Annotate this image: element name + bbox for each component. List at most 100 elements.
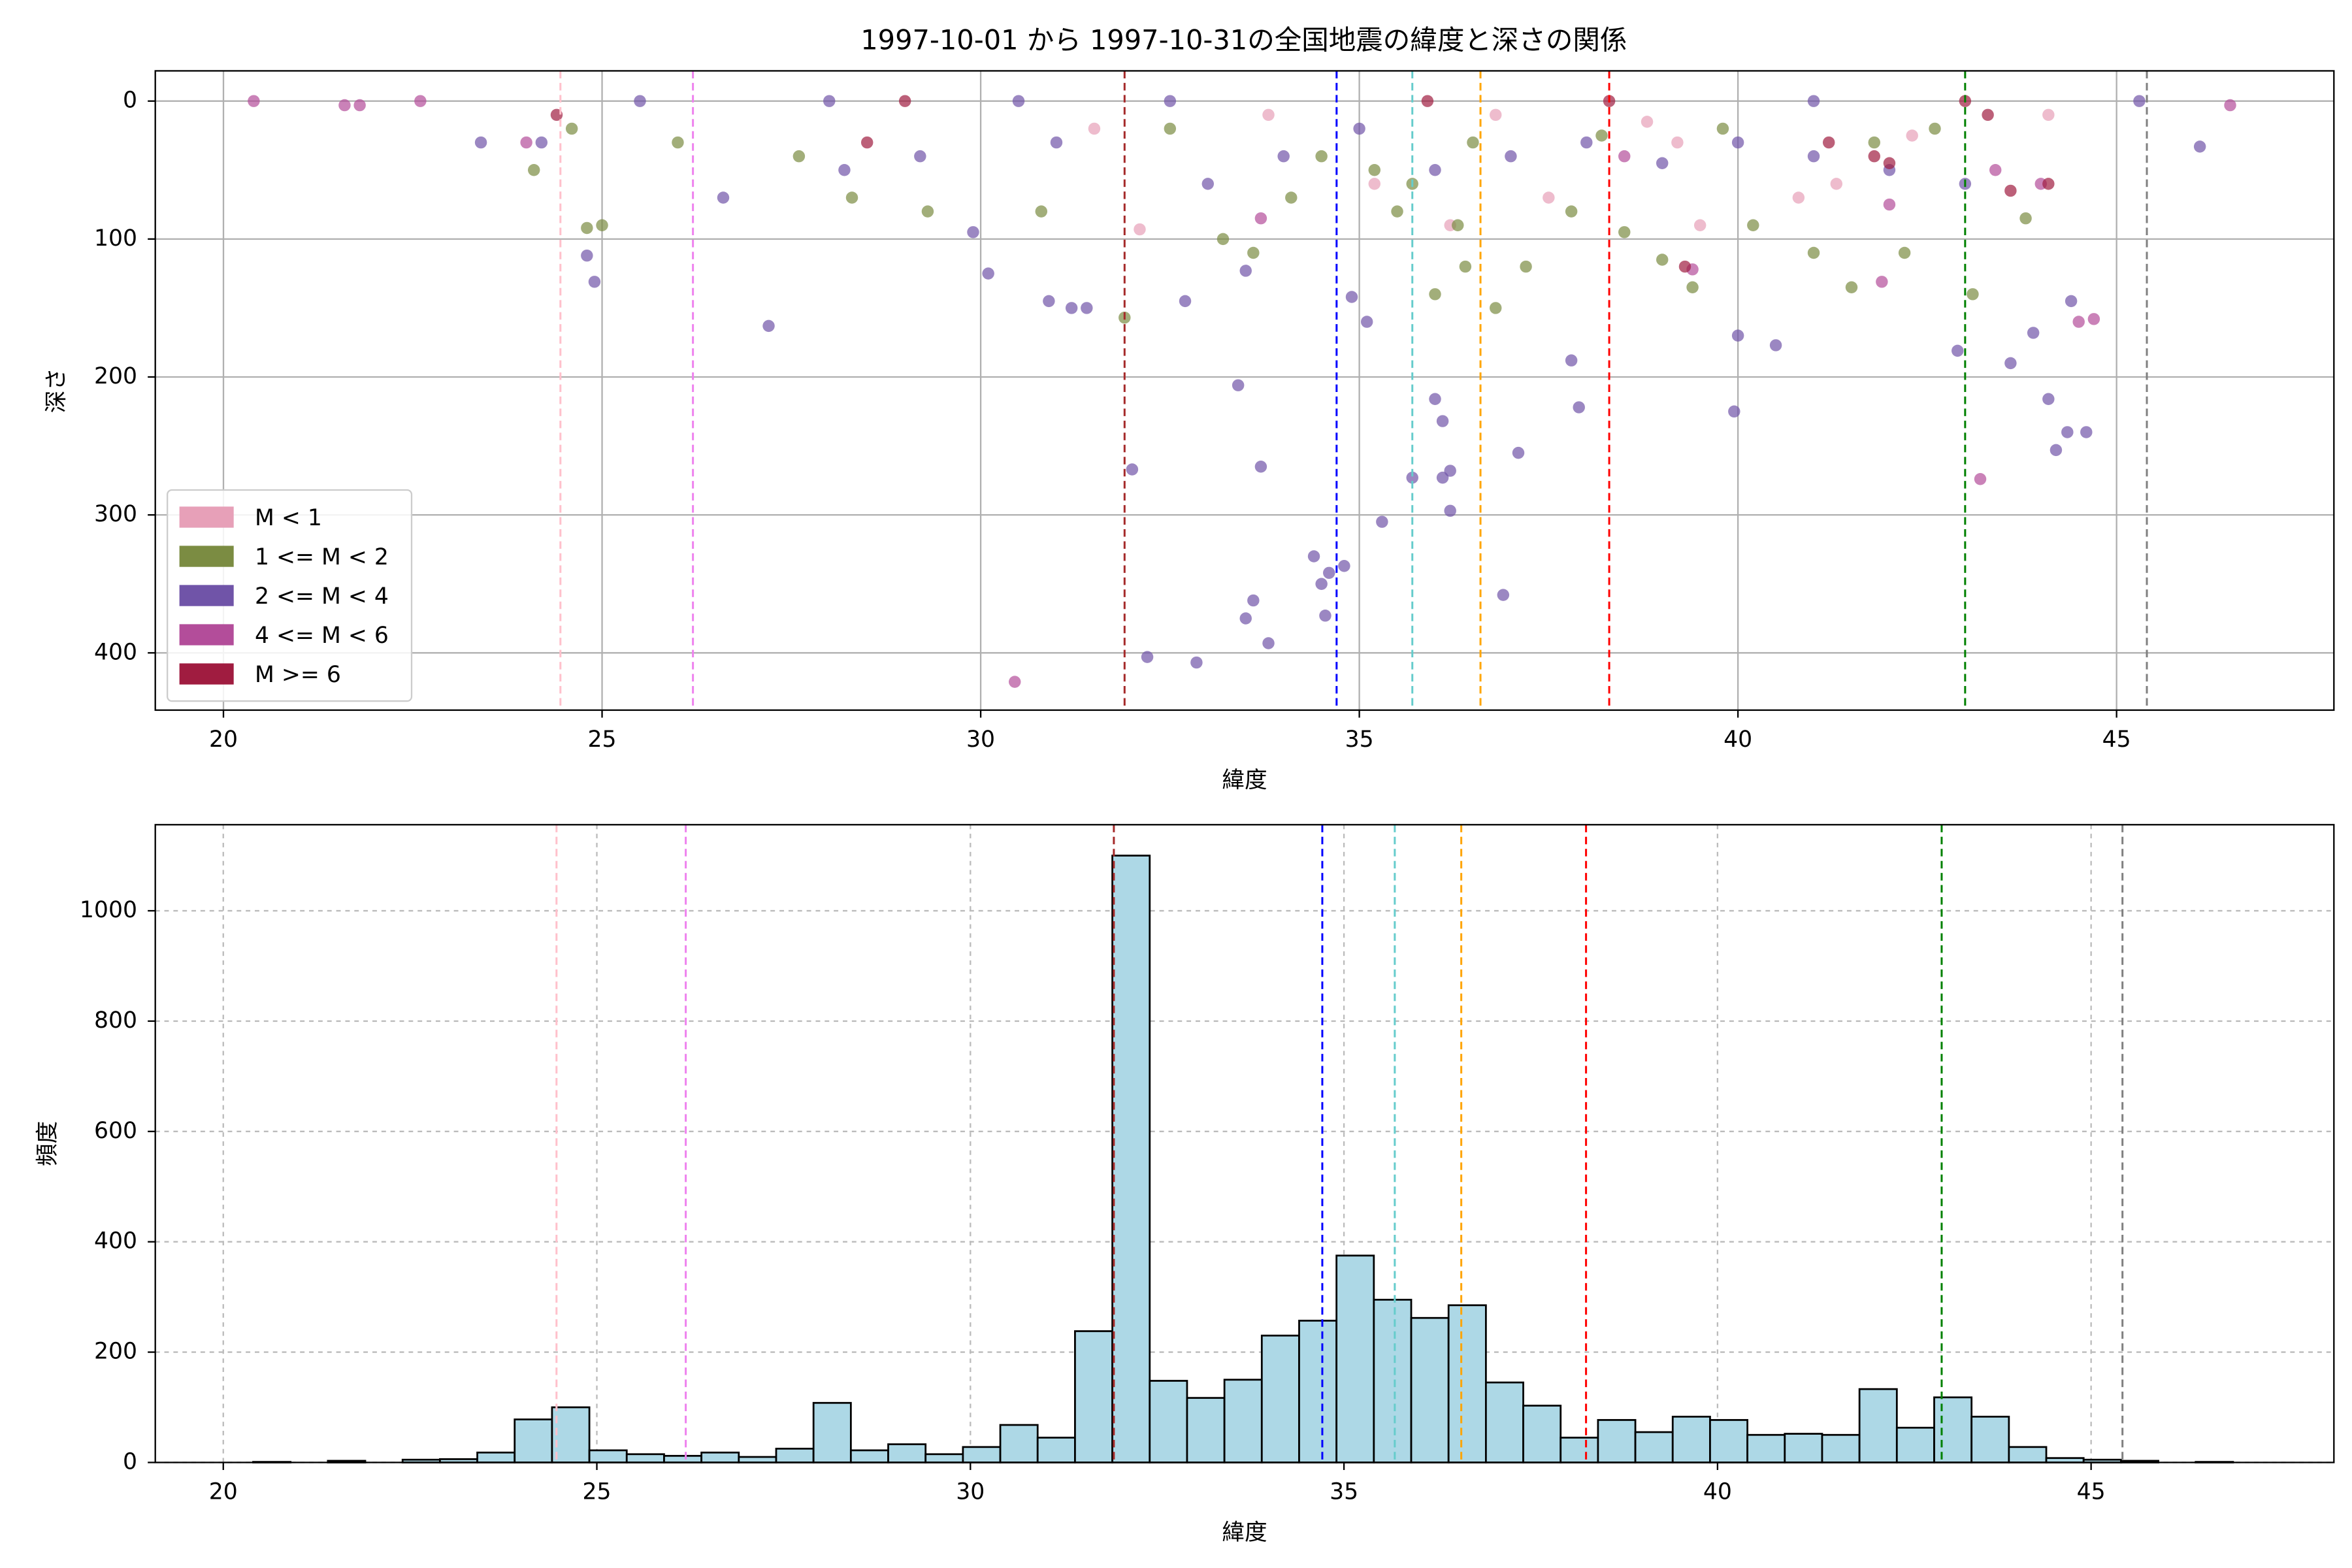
scatter-point (982, 267, 994, 280)
scatter-point (1429, 288, 1441, 301)
scatter-point (1618, 226, 1631, 238)
legend-swatch (179, 663, 234, 685)
scatter-point (248, 95, 260, 107)
histogram-bar (1970, 1415, 2010, 1463)
scatter-point (1065, 302, 1078, 314)
x-tick-label: 25 (583, 1479, 612, 1505)
scatter-point (565, 122, 578, 135)
scatter-point (1164, 95, 1177, 107)
y-tick-label: 300 (94, 501, 137, 527)
scatter-point (1807, 150, 1820, 163)
scatter-point (1190, 656, 1203, 669)
scatter-point (1217, 233, 1230, 246)
y-tick-label: 100 (94, 225, 137, 252)
scatter-point (1262, 108, 1275, 122)
x-tick-label: 30 (956, 1479, 985, 1505)
scatter-point (1974, 473, 1987, 485)
scatter-point (967, 226, 979, 238)
histogram-bar (1522, 1405, 1562, 1463)
y-tick-label: 200 (94, 363, 137, 389)
scatter-point (1883, 198, 1896, 211)
scatter-point (838, 164, 851, 176)
scatter-point (1307, 550, 1320, 563)
scatter-point (1678, 260, 1691, 273)
histogram-bar (1821, 1433, 1861, 1463)
scatter-point (1239, 265, 1252, 277)
scatter-point (2087, 313, 2100, 325)
scatter-point (1315, 578, 1328, 590)
scatter-point (1822, 136, 1835, 149)
scatter-point (1565, 205, 1578, 218)
histogram-bar (476, 1451, 516, 1463)
scatter-point (2061, 426, 2074, 438)
histogram-bar (700, 1451, 740, 1463)
y-axis-label: 深さ (44, 368, 70, 413)
histogram-bar (849, 1449, 889, 1463)
scatter-point (1543, 191, 1555, 204)
scatter-point (1164, 122, 1177, 135)
scatter-point (1876, 276, 1888, 288)
scatter-point (2042, 178, 2055, 190)
scatter-point (845, 191, 858, 204)
legend-swatch (179, 624, 234, 645)
scatter-point (1618, 150, 1631, 163)
legend-label: M >= 6 (255, 662, 341, 688)
scatter-point (1489, 108, 1502, 122)
x-tick-label: 20 (209, 727, 238, 753)
histogram-bar (1223, 1379, 1263, 1463)
scatter-point (1436, 415, 1449, 427)
histogram-bar (1484, 1381, 1524, 1463)
y-tick-label: 200 (94, 1339, 137, 1365)
histogram-bar (1746, 1433, 1786, 1463)
scatter-point (1989, 164, 2002, 176)
scatter-point (2193, 140, 2206, 153)
scatter-point (2042, 393, 2055, 406)
scatter-point (1769, 339, 1782, 351)
scatter-point (1376, 515, 1388, 528)
scatter-point (1641, 116, 1654, 128)
histogram-bar (551, 1406, 591, 1463)
scatter-point (1319, 610, 1331, 622)
scatter-point (717, 191, 730, 204)
scatter-point (1807, 246, 1820, 259)
histogram-bar (1447, 1304, 1487, 1463)
y-tick-label: 1000 (80, 897, 137, 923)
scatter-point (1012, 95, 1025, 107)
histogram-bar (962, 1446, 1002, 1463)
scatter-point (1452, 219, 1464, 231)
plot-frame (154, 824, 2335, 1463)
y-tick-label: 0 (123, 88, 137, 114)
scatter-point (1929, 122, 1941, 135)
scatter-point (1232, 379, 1245, 391)
scatter-point (1201, 178, 1215, 190)
scatter-point (1421, 95, 1434, 107)
histogram-bar (1373, 1298, 1413, 1463)
scatter-point (1254, 212, 1267, 225)
scatter-point (1952, 344, 1964, 357)
scatter-point (1254, 461, 1267, 473)
scatter-point (2004, 184, 2017, 197)
scatter-point (762, 319, 775, 333)
scatter-point (581, 221, 593, 235)
scatter-point (1315, 150, 1328, 163)
histogram-bar (1186, 1397, 1226, 1463)
scatter-point (1716, 122, 1729, 135)
scatter-point (1520, 260, 1532, 273)
x-tick-label: 40 (1723, 727, 1752, 753)
scatter-point (1830, 178, 1843, 190)
scatter-point (1686, 281, 1699, 293)
scatter-point (1731, 329, 1744, 342)
scatter-point (1845, 281, 1858, 293)
histogram-bar (1298, 1320, 1338, 1463)
x-tick-label: 35 (1345, 727, 1374, 753)
y-tick-label: 800 (94, 1007, 137, 1034)
scatter-point (2019, 212, 2032, 225)
scatter-point (1345, 291, 1358, 303)
scatter-point (1747, 219, 1759, 231)
histogram-bar (1933, 1396, 1973, 1463)
scatter-point (1179, 295, 1192, 308)
scatter-point (1693, 219, 1707, 231)
x-tick-label: 20 (209, 1479, 238, 1505)
